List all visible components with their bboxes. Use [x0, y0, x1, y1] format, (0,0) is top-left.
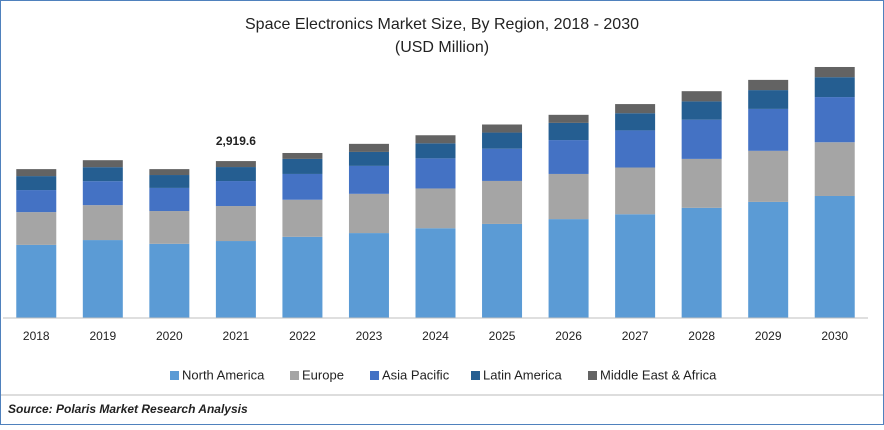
- bar-segment: [482, 148, 523, 181]
- bar-segment: [615, 214, 656, 318]
- bar-segment: [482, 180, 523, 224]
- bar-segment: [482, 132, 523, 149]
- x-tick-label: 2025: [489, 329, 516, 343]
- bar-segment: [282, 199, 323, 237]
- x-tick-label: 2022: [289, 329, 316, 343]
- bar-segment: [215, 181, 256, 207]
- bar-segment: [681, 101, 722, 120]
- bar-segment: [149, 175, 190, 188]
- bar-segment: [82, 205, 123, 241]
- bar-segment: [814, 195, 855, 318]
- bar-segment: [415, 188, 456, 229]
- bar-segment: [16, 212, 57, 245]
- x-tick-label: 2028: [688, 329, 715, 343]
- x-tick-label: 2026: [555, 329, 582, 343]
- bar-segment: [814, 77, 855, 98]
- legend-label: Middle East & Africa: [600, 367, 717, 382]
- bar-segment: [415, 135, 456, 144]
- bar-segment: [615, 167, 656, 215]
- bar-segment: [681, 119, 722, 159]
- bar-segment: [82, 181, 123, 206]
- bar-segment: [348, 193, 389, 234]
- bar-segment: [548, 114, 589, 123]
- legend-label: Latin America: [483, 367, 563, 382]
- legend-swatch: [370, 371, 379, 380]
- bar-segment: [548, 173, 589, 220]
- bar-segment: [748, 79, 789, 91]
- x-tick-label: 2021: [223, 329, 250, 343]
- legend-label: Europe: [302, 367, 344, 382]
- bar-segment: [16, 176, 57, 191]
- bar-segment: [282, 152, 323, 159]
- bar-segment: [149, 169, 190, 176]
- bar-segment: [748, 201, 789, 318]
- x-tick-label: 2023: [356, 329, 383, 343]
- bar-segment: [282, 236, 323, 318]
- legend-swatch: [290, 371, 299, 380]
- bar-segment: [415, 228, 456, 318]
- x-tick-label: 2020: [156, 329, 183, 343]
- legend-label: North America: [182, 367, 265, 382]
- source: Source: Polaris Market Research Analysis: [8, 402, 248, 416]
- x-tick-label: 2018: [23, 329, 50, 343]
- bar-segment: [82, 240, 123, 318]
- bar-segment: [215, 161, 256, 168]
- x-tick-label: 2029: [755, 329, 782, 343]
- bar-segment: [348, 233, 389, 318]
- bar-segment: [348, 151, 389, 166]
- bar-segment: [215, 241, 256, 318]
- bar-segment: [681, 207, 722, 318]
- bar-segment: [748, 90, 789, 109]
- bar-segment: [548, 219, 589, 318]
- legend-swatch: [471, 371, 480, 380]
- bar-segment: [814, 142, 855, 196]
- bar-segment: [348, 143, 389, 152]
- bar-segment: [16, 190, 57, 213]
- bar-segment: [215, 206, 256, 242]
- chart-title: Space Electronics Market Size, By Region…: [245, 16, 639, 33]
- bar-segment: [149, 187, 190, 212]
- bar-segment: [615, 113, 656, 131]
- bar-segment: [149, 243, 190, 318]
- x-tick-label: 2027: [622, 329, 649, 343]
- bar-segment: [82, 167, 123, 182]
- bar-segment: [814, 66, 855, 78]
- bar-segment: [82, 160, 123, 168]
- legend-swatch: [588, 371, 597, 380]
- x-tick-label: 2024: [422, 329, 449, 343]
- bar-segment: [814, 97, 855, 143]
- bar-segment: [16, 244, 57, 318]
- bar-segment: [748, 108, 789, 151]
- bar-segment: [482, 223, 523, 318]
- bar-segment: [215, 167, 256, 182]
- bar-segment: [415, 143, 456, 159]
- bar-segment: [482, 124, 523, 133]
- bar-segment: [615, 104, 656, 114]
- bar-segment: [282, 173, 323, 200]
- data-label: 2,919.6: [216, 134, 256, 148]
- chart-subtitle: (USD Million): [395, 39, 489, 56]
- bar-segment: [149, 211, 190, 244]
- bar-segment: [615, 130, 656, 168]
- bar-segment: [548, 122, 589, 141]
- bar-segment: [16, 169, 57, 177]
- x-tick-label: 2030: [821, 329, 848, 343]
- bar-segment: [548, 140, 589, 174]
- bar-segment: [681, 158, 722, 208]
- bar-segment: [415, 158, 456, 189]
- bar-segment: [681, 91, 722, 102]
- legend-label: Asia Pacific: [382, 367, 450, 382]
- bar-segment: [282, 158, 323, 174]
- x-tick-label: 2019: [89, 329, 116, 343]
- bar-segment: [348, 165, 389, 194]
- bar-segment: [748, 150, 789, 202]
- legend-swatch: [170, 371, 179, 380]
